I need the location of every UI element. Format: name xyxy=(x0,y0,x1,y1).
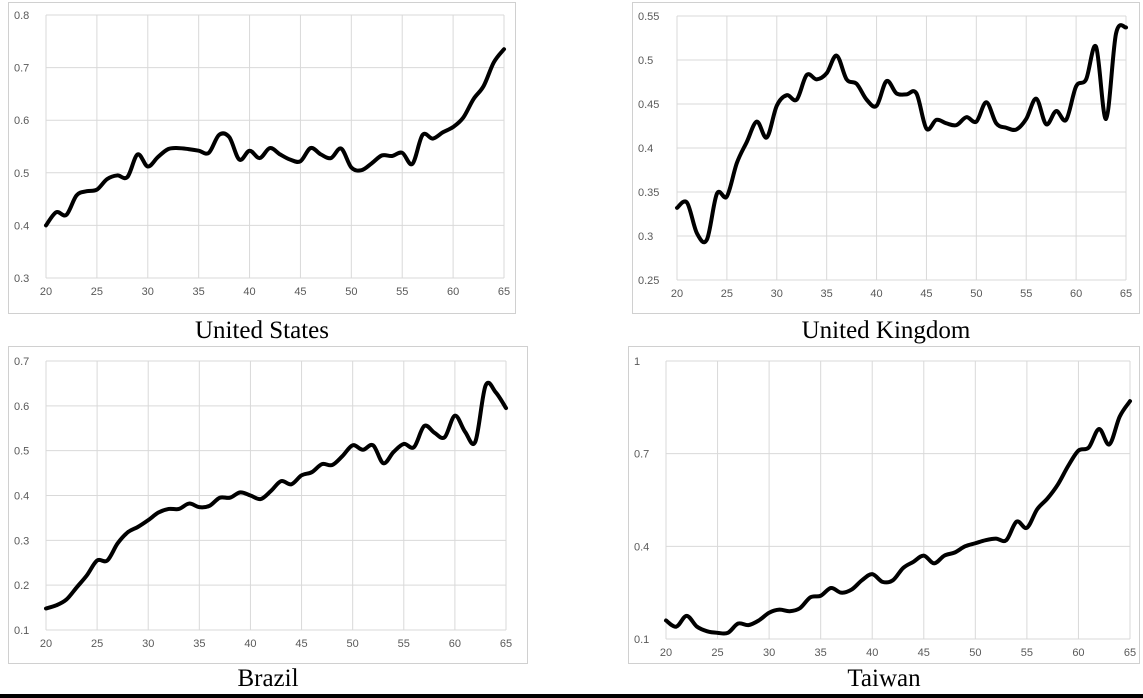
x-tick-label: 45 xyxy=(918,647,930,659)
y-tick-label: 0.3 xyxy=(638,231,653,243)
x-tick-label: 65 xyxy=(1120,288,1132,300)
y-tick-label: 0.8 xyxy=(14,10,29,22)
x-tick-label: 35 xyxy=(815,647,827,659)
y-tick-label: 0.3 xyxy=(14,273,29,285)
series-line xyxy=(44,47,506,228)
line-chart-united-kingdom: 20 25 30 35 40 45 50 55 60 65 0.25 0.3 0.35 0.4 0.45 0.… xyxy=(632,2,1140,314)
x-tick-label: 65 xyxy=(498,286,510,298)
x-tick-label: 40 xyxy=(870,288,882,300)
y-tick-label: 0.35 xyxy=(638,187,659,199)
caption-united-kingdom: United Kingdom xyxy=(801,317,971,344)
x-tick-label: 55 xyxy=(398,638,410,650)
chart-border xyxy=(8,346,528,664)
series-line xyxy=(44,380,508,611)
y-tick-label: 0.55 xyxy=(638,11,659,23)
x-tick-label: 60 xyxy=(1072,647,1084,659)
y-tick-label: 0.5 xyxy=(14,446,29,458)
x-tick-label: 40 xyxy=(243,286,255,298)
x-tick-label: 60 xyxy=(449,638,461,650)
caption-brazil: Brazil xyxy=(237,665,299,692)
x-tick-label: 60 xyxy=(447,286,459,298)
line-chart-taiwan: 20 25 30 35 40 45 50 55 60 65 0.1 0.4 0.7 1 xyxy=(628,346,1140,664)
line-chart-brazil: 20 25 30 35 40 45 50 55 60 65 0.1 0.2 0.3 0.4 0.5 0.6 0.… xyxy=(8,346,528,664)
y-tick-label: 0.3 xyxy=(14,535,29,547)
x-tick-label: 25 xyxy=(721,288,733,300)
x-tick-label: 50 xyxy=(969,647,981,659)
y-tick-label: 0.6 xyxy=(14,401,29,413)
chart-border xyxy=(632,2,1140,314)
x-tick-label: 20 xyxy=(660,647,672,659)
x-tick-label: 65 xyxy=(500,638,512,650)
y-tick-label: 0.25 xyxy=(638,275,659,287)
x-tick-label: 25 xyxy=(91,638,103,650)
x-tick-label: 30 xyxy=(142,286,154,298)
line-chart-united-states: 20 25 30 35 40 45 50 55 60 65 0.3 0.4 0.5 0.6 0.7 0.8 xyxy=(8,2,516,314)
x-tick-label: 25 xyxy=(711,647,723,659)
chart-panel-united-states: 20 25 30 35 40 45 50 55 60 65 0.3 0.4 0.5 0.6 0.7 0.8 xyxy=(8,2,516,314)
y-tick-label: 0.7 xyxy=(14,63,29,75)
y-tick-label: 0.7 xyxy=(634,449,649,461)
x-tick-label: 45 xyxy=(295,638,307,650)
series-line xyxy=(664,399,1132,636)
x-tick-label: 55 xyxy=(396,286,408,298)
x-tick-label: 30 xyxy=(763,647,775,659)
x-tick-label: 50 xyxy=(347,638,359,650)
x-tick-label: 35 xyxy=(193,286,205,298)
y-tick-label: 0.4 xyxy=(14,491,29,503)
y-tick-label: 0.2 xyxy=(14,580,29,592)
x-tick-label: 45 xyxy=(294,286,306,298)
x-tick-label: 20 xyxy=(671,288,683,300)
y-tick-label: 0.5 xyxy=(638,55,653,67)
series-line xyxy=(675,23,1128,245)
y-tick-label: 0.4 xyxy=(638,143,653,155)
x-tick-label: 60 xyxy=(1070,288,1082,300)
y-tick-label: 0.1 xyxy=(634,634,649,646)
caption-taiwan: Taiwan xyxy=(847,665,921,692)
chart-border xyxy=(628,346,1140,664)
y-tick-label: 0.45 xyxy=(638,99,659,111)
x-tick-label: 20 xyxy=(40,638,52,650)
y-tick-label: 0.4 xyxy=(14,220,29,232)
x-tick-label: 35 xyxy=(821,288,833,300)
y-tick-label: 0.1 xyxy=(14,625,29,637)
y-tick-label: 0.4 xyxy=(634,541,649,553)
x-tick-label: 20 xyxy=(40,286,52,298)
y-tick-label: 0.5 xyxy=(14,168,29,180)
x-tick-label: 30 xyxy=(142,638,154,650)
x-tick-label: 35 xyxy=(193,638,205,650)
y-tick-label: 0.6 xyxy=(14,115,29,127)
x-tick-label: 40 xyxy=(866,647,878,659)
x-tick-label: 50 xyxy=(345,286,357,298)
x-tick-label: 55 xyxy=(1021,647,1033,659)
bottom-border xyxy=(0,694,1143,698)
x-tick-label: 50 xyxy=(970,288,982,300)
chart-panel-united-kingdom: 20 25 30 35 40 45 50 55 60 65 0.25 0.3 0.35 0.4 0.45 0.… xyxy=(632,2,1140,314)
chart-panel-brazil: 20 25 30 35 40 45 50 55 60 65 0.1 0.2 0.3 0.4 0.5 0.6 0.… xyxy=(8,346,528,664)
y-tick-label: 1 xyxy=(634,356,640,368)
y-tick-label: 0.7 xyxy=(14,356,29,368)
x-tick-label: 55 xyxy=(1020,288,1032,300)
chart-panel-taiwan: 20 25 30 35 40 45 50 55 60 65 0.1 0.4 0.7 1 xyxy=(628,346,1140,664)
x-tick-label: 45 xyxy=(920,288,932,300)
x-tick-label: 65 xyxy=(1124,647,1136,659)
caption-united-states: United States xyxy=(194,317,329,344)
x-tick-label: 25 xyxy=(91,286,103,298)
x-tick-label: 40 xyxy=(244,638,256,650)
x-tick-label: 30 xyxy=(771,288,783,300)
